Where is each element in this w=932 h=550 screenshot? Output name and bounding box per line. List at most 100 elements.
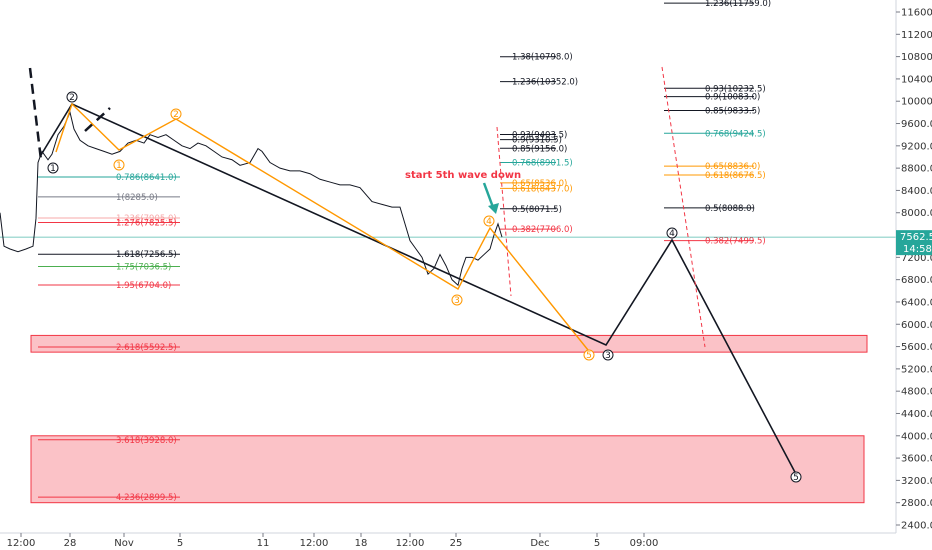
wave-labels: 1 2 3 4 5 1 2 3 4 5 [47,91,802,483]
red-dashed-projection [496,126,512,297]
x-tick-label: 09:00 [630,538,659,549]
orange-wave-label-circle [483,215,495,227]
fib-left-label: 2.618(5592.5) [116,343,177,353]
y-tick-label: 2800.0 [901,498,932,509]
y-tick-label: 8400.0 [901,186,932,197]
orange-wave-label-circle [170,108,182,120]
y-tick-label: 8000.0 [901,208,932,219]
fib-left-label: 1(8285.0) [116,193,158,203]
y-tick-label: 4000.0 [901,431,932,442]
black-wave-label-circle [790,471,802,483]
black-wave-label: 5 [793,473,799,483]
annotation-text: start 5th wave down [405,170,521,181]
orange-wave-label: 4 [486,217,492,227]
black-wave-label: 4 [669,229,675,239]
fib-left-label: 3.618(3928.0) [116,436,177,446]
x-tick-label: Dec [530,538,549,549]
y-tick-label: 6800.0 [901,275,932,286]
y-tick-label: 9200.0 [901,141,932,152]
target-zone [30,334,868,353]
fib-mid-label: 0.768(8901.5) [512,158,573,168]
red-dashed-projection [661,66,706,348]
y-tick-label: 11600.0 [901,8,932,19]
y-tick-label: 9600.0 [901,119,932,130]
fib-left-label: 1.276(7825.5) [116,218,177,228]
last-price-tag: 7562.514:58 [896,230,932,256]
black-wave-label: 3 [605,351,611,361]
wave-projections [28,66,798,477]
y-tick-label: 4800.0 [901,387,932,398]
y-tick-label: 6400.0 [901,297,932,308]
x-tick-label: 12:00 [7,538,36,549]
annotations: start 5th wave down [405,170,521,214]
orange-wave-label: 2 [173,110,179,120]
fib-mid-label: 0.93(9403.5) [512,130,567,140]
orange-wave-label-circle [451,294,463,306]
black-dashed-leg [84,107,111,132]
y-tick-label: 3600.0 [901,454,932,465]
y-tick-label: 2400.0 [901,521,932,532]
fib-right-label: 0.85(9833.5) [705,107,760,117]
orange-wave-label-circle [113,159,125,171]
y-tick-label: 10000.0 [901,97,932,108]
black-dashed-leg [28,67,43,161]
x-tick-label: 5 [594,538,600,549]
y-axis[interactable]: 11600.0 11200.0 10800.0 10400.0 10000.0 9600.… [895,0,932,533]
x-axis[interactable]: 12:00 28 Nov 5 11 12:00 18 12:00 25 Dec 5 09:00 [0,532,896,549]
fib-left-label: 0.786(8641.0) [116,173,177,183]
x-tick-label: 12:00 [300,538,329,549]
black-wave-label: 1 [50,164,56,174]
y-tick-label: 10400.0 [901,74,932,85]
countdown-timer: 14:58 [903,244,932,255]
fib-mid-label: 1.38(10798.0) [512,53,573,63]
y-tick-label: 5600.0 [901,342,932,353]
fib-right-label: 0.618(8676.5) [705,171,766,181]
fib-mid-label: 0.382(7706.0) [512,225,573,235]
orange-wave-label: 3 [454,296,460,306]
fib-mid-label: 0.85(9156.0) [512,144,567,154]
target-zone [30,435,865,504]
fib-right-label: 1.236(11759.0) [705,0,771,9]
fib-right-label: 0.65(8836.0) [705,162,760,172]
last-price-value: 7562.5 [900,232,932,243]
x-tick-label: 11 [257,538,270,549]
fib-right-label: 0.93(10232.5) [705,84,766,94]
x-tick-label: 5 [177,538,183,549]
fib-left-label: 1.236(7905.0) [116,214,177,224]
y-tick-label: 7200.0 [901,253,932,264]
black-wave-line [40,102,798,477]
y-tick-label: 5200.0 [901,364,932,375]
orange-wave-label-circle [583,349,595,361]
orange-wave-label: 5 [586,351,592,361]
fib-right-label: 0.382(7499.5) [705,237,766,247]
fib-right-label: 0.5(8088.0) [705,204,755,214]
fib-mid-label: 0.65(8536.0) [512,179,567,189]
annotation-arrow-head [488,203,499,214]
y-tick-label: 8800.0 [901,164,932,175]
black-wave-label-circle [66,91,78,103]
y-tick-label: 3200.0 [901,476,932,487]
fib-levels: 0.786(8641.0) 1(8285.0) 1.236(7905.0)1.276… [0,0,896,503]
x-tick-label: 25 [450,538,463,549]
fib-mid-label: 0.5(8071.5) [512,205,562,215]
orange-wave-label: 1 [116,161,122,171]
y-tick-label: 10800.0 [901,52,932,63]
fib-left-label: 1.618(7256.5) [116,250,177,260]
x-tick-label: 18 [355,538,368,549]
y-tick-label: 4400.0 [901,409,932,420]
fib-mid-label: 1.236(10352.0) [512,78,578,88]
black-wave-label-circle [666,227,678,239]
black-wave-label-circle [47,162,59,174]
price-series [0,110,503,287]
y-tick-label: 11200.0 [901,30,932,41]
black-wave-label-circle [602,349,614,361]
x-tick-label: 28 [64,538,77,549]
fib-right-label: 0.9(10083.0) [705,93,760,103]
target-zones [30,334,868,504]
price-line [0,110,503,287]
black-wave-label: 2 [69,93,75,103]
fib-mid-label: 0.9(9310.5) [512,136,562,146]
fib-left-label: 1.95(6704.0) [116,281,171,291]
last-price-tag-bg [896,230,932,256]
